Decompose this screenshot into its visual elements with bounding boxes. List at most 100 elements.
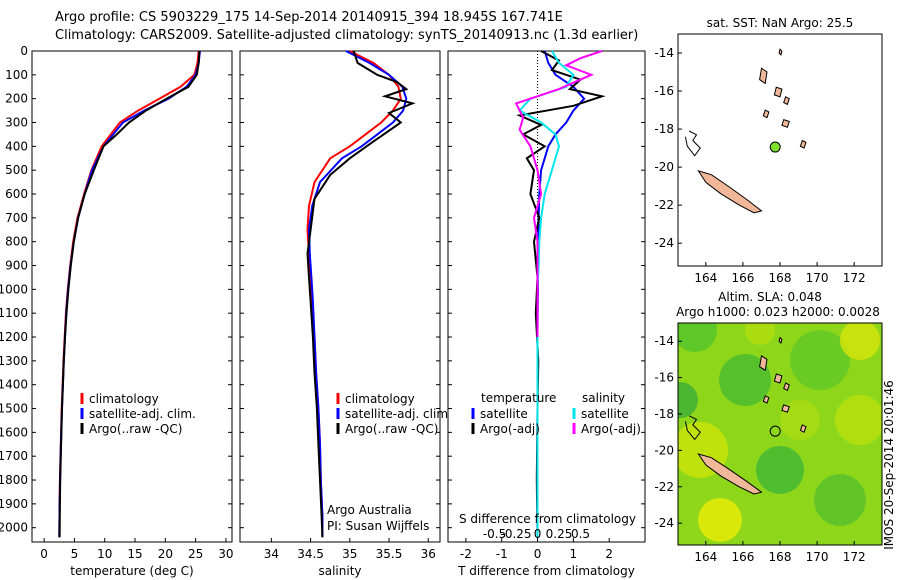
header-line-1: Argo profile: CS 5903229_175 14-Sep-2014… <box>55 10 563 25</box>
legend-label: climatology <box>345 392 415 406</box>
depth-tick-label: 900 <box>5 259 28 273</box>
map-y-tick-label: -22 <box>654 198 674 212</box>
depth-tick-label: 2000 <box>0 521 28 535</box>
legend-title-salinity: salinity <box>582 391 625 405</box>
depth-tick-label: 1100 <box>0 306 28 320</box>
top-scale-tick-label: -0.5 <box>483 527 506 541</box>
depth-tick-label: 100 <box>5 68 28 82</box>
sla-blob <box>745 323 775 345</box>
depth-tick-label: 0 <box>20 44 28 58</box>
series-line <box>306 50 416 538</box>
x-tick-label: 35.5 <box>376 547 403 561</box>
map-x-tick-label: 172 <box>843 271 866 285</box>
legend-title-temperature: temperature <box>481 391 556 405</box>
depth-tick-label: 1700 <box>0 449 28 463</box>
island <box>781 118 790 128</box>
island <box>799 139 807 149</box>
sla-blob <box>678 382 698 418</box>
island <box>759 354 768 372</box>
salinity-panel: 34 34.5 35 35.5 36 salinity Argo Australia PI: … <box>239 50 452 578</box>
island <box>778 336 783 344</box>
island <box>773 86 783 98</box>
argo-position-marker <box>769 425 781 437</box>
x-tick-label: 15 <box>127 547 142 561</box>
legend-label: satellite <box>581 407 629 421</box>
depth-tick-label: 500 <box>5 163 28 177</box>
map-y-tick-label: -24 <box>654 236 674 250</box>
island <box>778 48 783 56</box>
map-y-tick-label: -22 <box>654 480 674 494</box>
x-tick-label: 34.5 <box>297 547 324 561</box>
sla-blob <box>719 354 771 406</box>
legend-label: satellite-adj. clim. <box>89 407 196 421</box>
top-scale-tick-label: 0.5 <box>571 527 590 541</box>
depth-tick-label: 1400 <box>0 378 28 392</box>
island <box>759 67 768 85</box>
map-x-tick-label: 168 <box>769 550 792 564</box>
difference-panel: -2 -1 0 1 2 T difference from climatology -0.5… <box>447 50 646 578</box>
x-tick-label: 34 <box>264 547 279 561</box>
map-y-tick-label: -18 <box>654 122 674 136</box>
reef-outline <box>684 415 701 441</box>
x-tick-label: 2 <box>605 547 613 561</box>
island <box>762 395 770 404</box>
temperature-panel: 0 5 10 15 20 25 30 temperature (deg C) climatolo… <box>31 50 234 578</box>
depth-tick-label: 1600 <box>0 425 28 439</box>
map-bottom: 164 166 168 170 172 -14 -16 -18 -20 -22 -24 Altim. … <box>654 290 883 564</box>
x-tick-label: 0 <box>40 547 48 561</box>
island <box>697 453 763 495</box>
map-x-tick-label: 164 <box>694 271 717 285</box>
depth-tick-label: 1000 <box>0 282 28 296</box>
plot-frame <box>239 50 441 543</box>
legend-label: Argo(..raw -QC) <box>89 422 182 436</box>
series-line <box>514 50 603 337</box>
header-line-2: Climatology: CARS2009. Satellite-adjuste… <box>55 28 639 43</box>
depth-tick-label: 700 <box>5 211 28 225</box>
sla-blob <box>698 498 742 542</box>
map-bottom-title-1: Altim. SLA: 0.048 <box>718 290 822 304</box>
credit-line-1: Argo Australia <box>327 503 412 517</box>
x-tick-label: 10 <box>97 547 112 561</box>
legend-label: satellite-adj. clim. <box>345 407 452 421</box>
map-y-tick-label: -16 <box>654 84 674 98</box>
map-x-tick-label: 166 <box>731 550 754 564</box>
island <box>697 170 763 214</box>
island <box>773 373 783 384</box>
map-y-tick-label: -20 <box>654 160 674 174</box>
reef-outline <box>684 130 701 157</box>
depth-tick-label: 300 <box>5 116 28 130</box>
depth-tick-label: 1200 <box>0 330 28 344</box>
depth-tick-label: 800 <box>5 235 28 249</box>
legend-label: Argo(-adj) <box>581 422 641 436</box>
map-top-title: sat. SST: NaN Argo: 25.5 <box>707 16 854 30</box>
legend-label: Argo(..raw -QC) <box>345 422 438 436</box>
map-background <box>678 34 882 266</box>
map-bottom-title-2: Argo h1000: 0.023 h2000: 0.0028 <box>676 305 880 319</box>
x-tick-label: 35 <box>342 547 357 561</box>
top-scale-label: S difference from climatology <box>459 512 636 526</box>
timestamp: IMOS 20-Sep-2014 20:01:46 <box>882 380 896 550</box>
depth-tick-label: 1500 <box>0 402 28 416</box>
map-y-tick-label: -16 <box>654 371 674 385</box>
map-y-tick-label: -24 <box>654 516 674 530</box>
island <box>783 96 790 106</box>
top-scale-tick-label: -0.25 <box>501 527 532 541</box>
sla-blob <box>840 323 880 360</box>
x-tick-label: 36 <box>421 547 436 561</box>
x-tick-label: 1 <box>570 547 578 561</box>
map-x-tick-label: 166 <box>731 271 754 285</box>
legend-label: Argo(-adj) <box>480 422 540 436</box>
map-y-tick-label: -14 <box>654 46 674 60</box>
x-tick-label: -2 <box>460 547 472 561</box>
sla-blob <box>814 474 866 526</box>
island <box>781 404 790 413</box>
depth-tick-label: 600 <box>5 187 28 201</box>
sla-blob <box>678 323 717 352</box>
map-y-tick-label: -14 <box>654 334 674 348</box>
map-x-tick-label: 172 <box>843 550 866 564</box>
top-scale-tick-label: 0.25 <box>546 527 573 541</box>
x-axis-label: temperature (deg C) <box>70 564 193 578</box>
depth-tick-label: 400 <box>5 139 28 153</box>
x-tick-label: 0 <box>534 547 542 561</box>
legend-label: climatology <box>89 392 159 406</box>
